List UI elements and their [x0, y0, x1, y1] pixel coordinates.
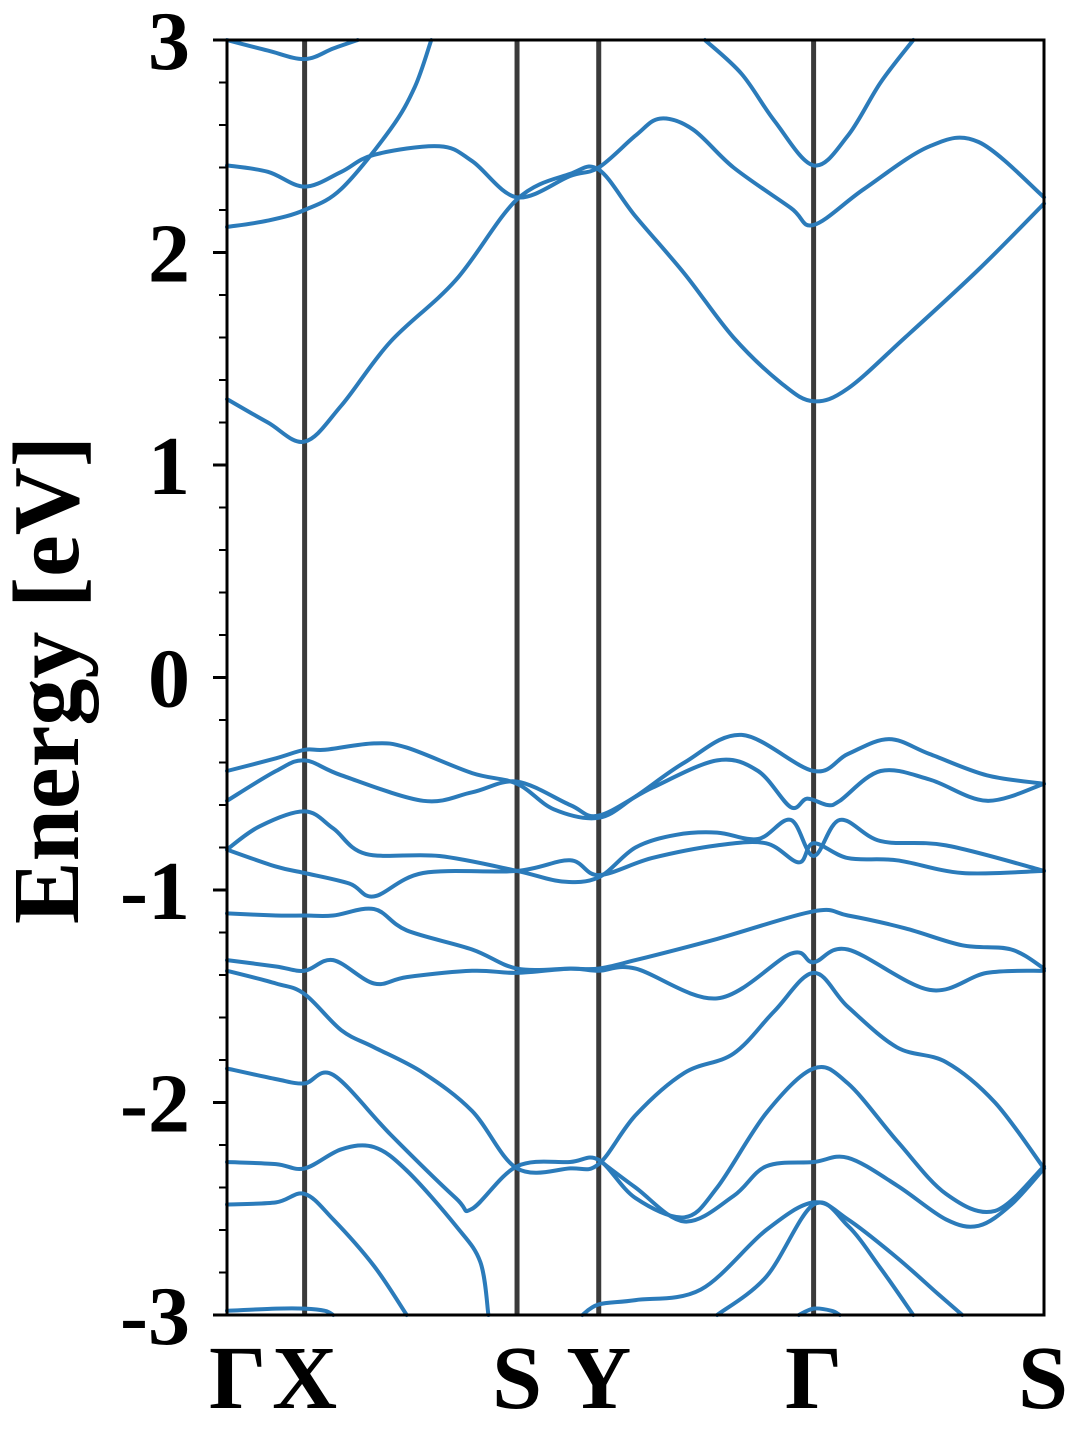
y-tick-label: 0 [148, 633, 190, 726]
symmetry-lines [302, 40, 817, 1315]
band-line-9 [225, 840, 1046, 899]
band-line-11 [225, 946, 1046, 1001]
y-tick-label: -3 [120, 1270, 190, 1363]
y-tick-label: -1 [120, 845, 190, 938]
band-line-10 [225, 906, 1046, 973]
band-line-14 [225, 1143, 491, 1317]
y-tick-label: 2 [148, 208, 190, 301]
x-tick-label: S [492, 1329, 542, 1428]
y-tick-label: 3 [148, 0, 190, 88]
x-tick-label: Γ [785, 1329, 842, 1428]
band-line-8 [225, 809, 1046, 885]
y-tick-label: -2 [120, 1058, 190, 1151]
y-axis-ticks: -3 -2 -1 0 1 2 3 [120, 0, 227, 1363]
band-line-15 [225, 1191, 409, 1317]
x-tick-label: X [272, 1329, 337, 1428]
plot-frame [225, 38, 1046, 1317]
band-line-2 [225, 38, 434, 229]
band-line-4 [225, 38, 360, 62]
band-series [225, 38, 1046, 1317]
band-line-13 [225, 1065, 1046, 1220]
band-line-18 [225, 1306, 336, 1317]
y-axis-title: Energy [eV] [0, 436, 99, 924]
x-tick-label: Γ [209, 1329, 266, 1428]
y-tick-label: 1 [148, 420, 190, 513]
band-line-12 [225, 968, 1046, 1175]
band-line-17 [580, 1200, 965, 1317]
band-line-20 [796, 1306, 842, 1317]
x-tick-label: S [1018, 1329, 1068, 1428]
band-line-16 [596, 1154, 1046, 1229]
band-line-5 [702, 38, 916, 168]
band-line-6 [225, 732, 1046, 821]
band-line-7 [225, 757, 1046, 819]
band-line-3 [225, 164, 1046, 444]
band-line-1 [225, 116, 1046, 228]
x-tick-label: Y [566, 1329, 631, 1428]
band-line-19 [715, 1200, 916, 1317]
